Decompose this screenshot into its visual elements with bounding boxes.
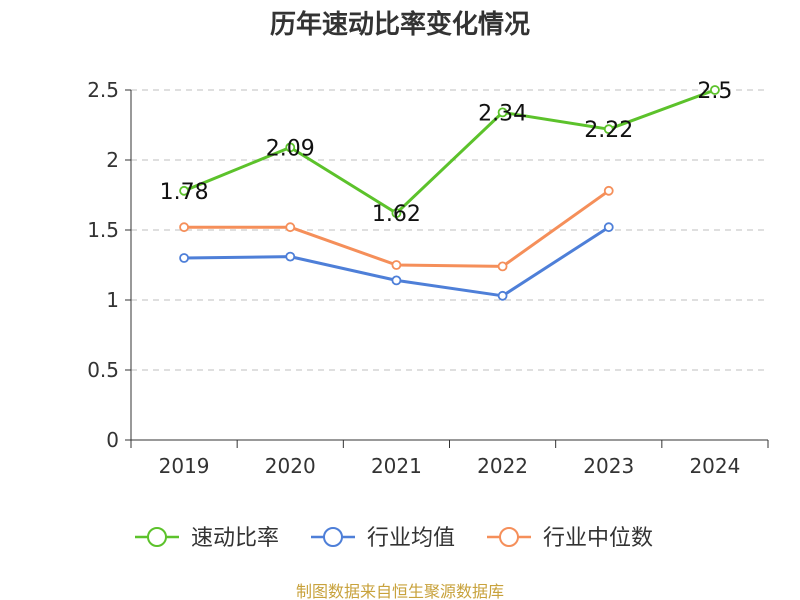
data-point [285,222,296,233]
legend-marker [499,527,519,547]
data-point [603,222,614,233]
data-point [391,208,402,219]
x-tick-label: 2024 [689,454,740,478]
y-tick-label: 2 [106,148,119,172]
data-point [179,253,189,263]
data-label: 1.78 [160,180,209,205]
x-tick-label: 2020 [265,454,316,478]
source-note: 制图数据来自恒生聚源数据库 [296,582,504,600]
data-point [179,222,189,233]
x-tick-label: 2021 [371,454,422,478]
data-point [497,261,508,272]
axes: 0 0.5 1 1.5 2 2.5 2019 2020 2021 2022 2023 2024 [87,78,769,478]
data-point [710,85,720,95]
grid-lines [131,89,768,371]
legend-label: 速动比率 [191,526,279,551]
y-tick-label: 1.5 [87,218,119,242]
x-tick-label: 2019 [159,454,210,478]
data-label: 2.5 [697,79,732,104]
series-group [179,85,720,301]
y-tick-label: 1 [106,288,119,312]
data-point [497,290,508,301]
data-point [391,275,402,286]
series-line [183,88,716,215]
data-point [497,107,508,118]
legend-marker [323,527,343,547]
data-point [285,142,296,153]
data-point [285,251,296,262]
data-point [179,185,189,196]
legend-label: 行业中位数 [543,526,653,551]
data-point [603,185,614,196]
data-point [391,260,402,270]
legend-marker [147,527,167,547]
chart-title: 历年速动比率变化情况 [270,9,530,40]
legend: 速动比率 行业均值 行业中位数 [135,526,653,551]
data-point [603,124,614,135]
x-tick-label: 2023 [583,454,634,478]
data-label: 2.09 [266,136,315,161]
y-tick-label: 0 [106,428,119,452]
y-tick-label: 0.5 [87,358,119,382]
data-labels: 1.78 2.09 1.62 2.34 2.22 2.5 [160,79,733,227]
y-tick-label: 2.5 [87,78,119,102]
legend-label: 行业均值 [367,526,455,551]
data-label: 2.34 [478,101,527,126]
x-tick-label: 2022 [477,454,528,478]
data-label: 2.22 [584,118,633,143]
data-label: 1.62 [372,202,421,227]
